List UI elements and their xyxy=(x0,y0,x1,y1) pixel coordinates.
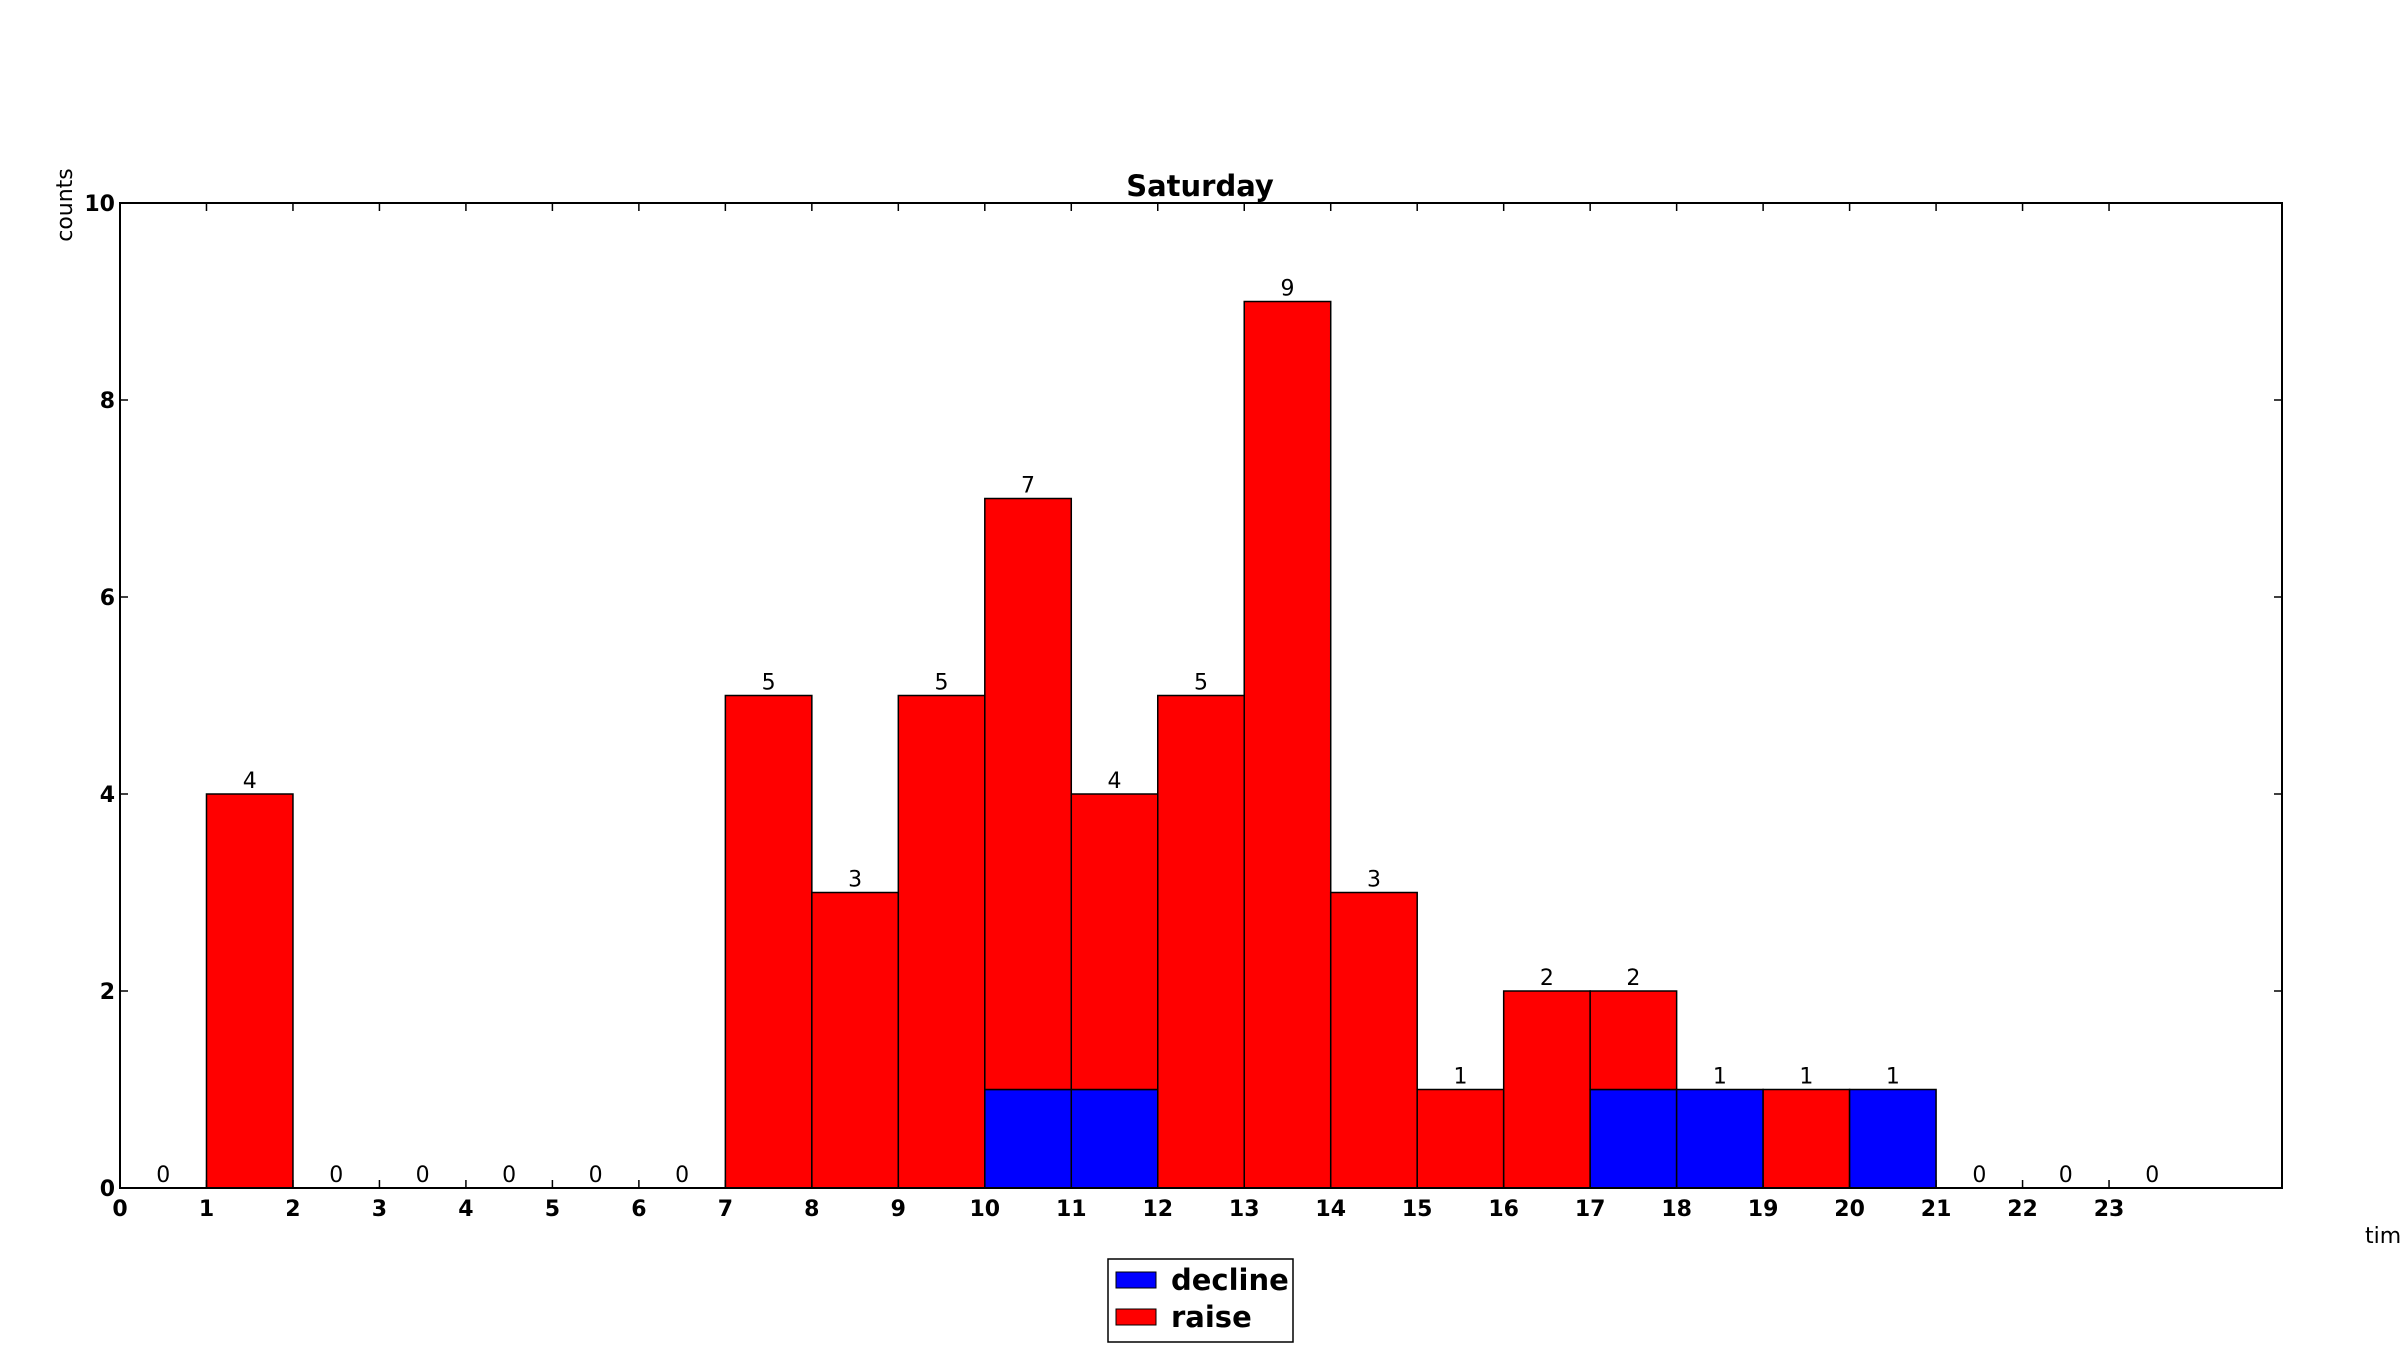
axis-ticks: 0 1 2 3 4 5 6 7 8 9 10 11 12 13 14 15 16 17 18 19 20 21 22 2302… xyxy=(84,192,2282,1222)
x-tick-label-8: 8 xyxy=(804,1197,819,1222)
x-tick-label-18: 18 xyxy=(1661,1197,1692,1222)
bar-decline-10 xyxy=(984,1088,1073,1189)
x-tick-label-15: 15 xyxy=(1402,1197,1433,1222)
bar-raise-10 xyxy=(984,497,1073,1091)
bar-value-label-14: 3 xyxy=(1367,868,1381,893)
bar-value-label-22: 0 xyxy=(2059,1163,2073,1188)
x-tick-label-20: 20 xyxy=(1834,1197,1865,1222)
bar-raise-11 xyxy=(1070,793,1159,1091)
bar-raise-12 xyxy=(1157,694,1245,1189)
bars-layer xyxy=(120,300,2196,1189)
bar-value-label-15: 1 xyxy=(1453,1065,1467,1090)
x-tick-label-13: 13 xyxy=(1229,1197,1260,1222)
bar-value-label-5: 0 xyxy=(589,1163,603,1188)
x-tick-label-22: 22 xyxy=(2007,1197,2038,1222)
bar-value-label-19: 1 xyxy=(1799,1065,1813,1090)
bar-raise-15 xyxy=(1416,1088,1505,1189)
y-axis-label: counts xyxy=(53,168,78,242)
bar-value-label-1: 4 xyxy=(243,769,257,794)
y-tick-label-2: 2 xyxy=(100,980,115,1005)
x-axis-label: tim xyxy=(2365,1224,2400,1249)
bar-value-label-23: 0 xyxy=(2145,1163,2159,1188)
x-tick-label-0: 0 xyxy=(112,1197,127,1222)
x-tick-label-9: 9 xyxy=(891,1197,906,1222)
bar-value-label-0: 0 xyxy=(156,1163,170,1188)
bar-value-label-21: 0 xyxy=(1972,1163,1986,1188)
legend: decline raise xyxy=(1107,1258,1294,1343)
bar-value-label-11: 4 xyxy=(1108,769,1122,794)
y-tick-label-4: 4 xyxy=(100,783,115,808)
x-tick-label-17: 17 xyxy=(1575,1197,1606,1222)
x-tick-label-1: 1 xyxy=(199,1197,214,1222)
bar-value-label-3: 0 xyxy=(416,1163,430,1188)
bar-value-label-9: 5 xyxy=(935,671,949,696)
bar-value-label-20: 1 xyxy=(1886,1065,1900,1090)
x-tick-label-6: 6 xyxy=(631,1197,646,1222)
x-tick-label-12: 12 xyxy=(1142,1197,1173,1222)
x-tick-label-19: 19 xyxy=(1748,1197,1779,1222)
x-tick-label-10: 10 xyxy=(969,1197,1000,1222)
bar-value-label-2: 0 xyxy=(329,1163,343,1188)
bar-value-label-8: 3 xyxy=(848,868,862,893)
bar-raise-7 xyxy=(724,694,813,1189)
bar-decline-17 xyxy=(1589,1088,1678,1189)
x-tick-label-14: 14 xyxy=(1315,1197,1346,1222)
bar-value-label-16: 2 xyxy=(1540,966,1554,991)
bar-raise-17 xyxy=(1589,990,1678,1091)
bar-raise-19 xyxy=(1762,1088,1851,1189)
y-tick-label-0: 0 xyxy=(100,1177,115,1202)
bar-raise-8 xyxy=(811,891,900,1189)
x-tick-label-2: 2 xyxy=(285,1197,300,1222)
bar-value-labels: 0 4 0 0 0 0 0 5 3 5 7 4 5 9 3 1 2 2 1 1 1 0 0 0 xyxy=(156,277,2159,1189)
bar-decline-18 xyxy=(1675,1088,1764,1189)
legend-swatch-raise xyxy=(1115,1308,1157,1326)
bar-value-label-10: 7 xyxy=(1021,474,1035,499)
x-tick-label-16: 16 xyxy=(1488,1197,1519,1222)
bar-raise-9 xyxy=(897,694,986,1189)
bar-value-label-18: 1 xyxy=(1713,1065,1727,1090)
legend-label-decline: decline xyxy=(1171,1263,1289,1297)
chart-title: Saturday xyxy=(1126,169,1274,203)
bar-value-label-12: 5 xyxy=(1194,671,1208,696)
y-tick-label-8: 8 xyxy=(100,389,115,414)
legend-label-raise: raise xyxy=(1171,1300,1252,1334)
plot-frame xyxy=(119,202,2283,1189)
bar-value-label-4: 0 xyxy=(502,1163,516,1188)
bar-raise-14 xyxy=(1329,891,1418,1189)
x-tick-label-11: 11 xyxy=(1056,1197,1087,1222)
x-tick-label-23: 23 xyxy=(2094,1197,2125,1222)
bar-value-label-7: 5 xyxy=(762,671,776,696)
bar-value-label-6: 0 xyxy=(675,1163,689,1188)
legend-swatch-decline xyxy=(1115,1271,1157,1289)
x-tick-label-3: 3 xyxy=(372,1197,387,1222)
x-tick-label-7: 7 xyxy=(718,1197,733,1222)
x-tick-label-4: 4 xyxy=(458,1197,473,1222)
x-tick-label-21: 21 xyxy=(1921,1197,1952,1222)
bar-raise-1 xyxy=(205,793,294,1189)
y-tick-label-6: 6 xyxy=(100,586,115,611)
y-tick-label-10: 10 xyxy=(84,192,115,217)
bar-decline-20 xyxy=(1848,1088,1937,1189)
bar-decline-11 xyxy=(1070,1088,1159,1189)
bar-raise-13 xyxy=(1243,300,1332,1189)
bar-value-label-17: 2 xyxy=(1626,966,1640,991)
bar-raise-16 xyxy=(1502,990,1591,1189)
bar-value-label-13: 9 xyxy=(1280,277,1294,302)
x-tick-label-5: 5 xyxy=(545,1197,560,1222)
